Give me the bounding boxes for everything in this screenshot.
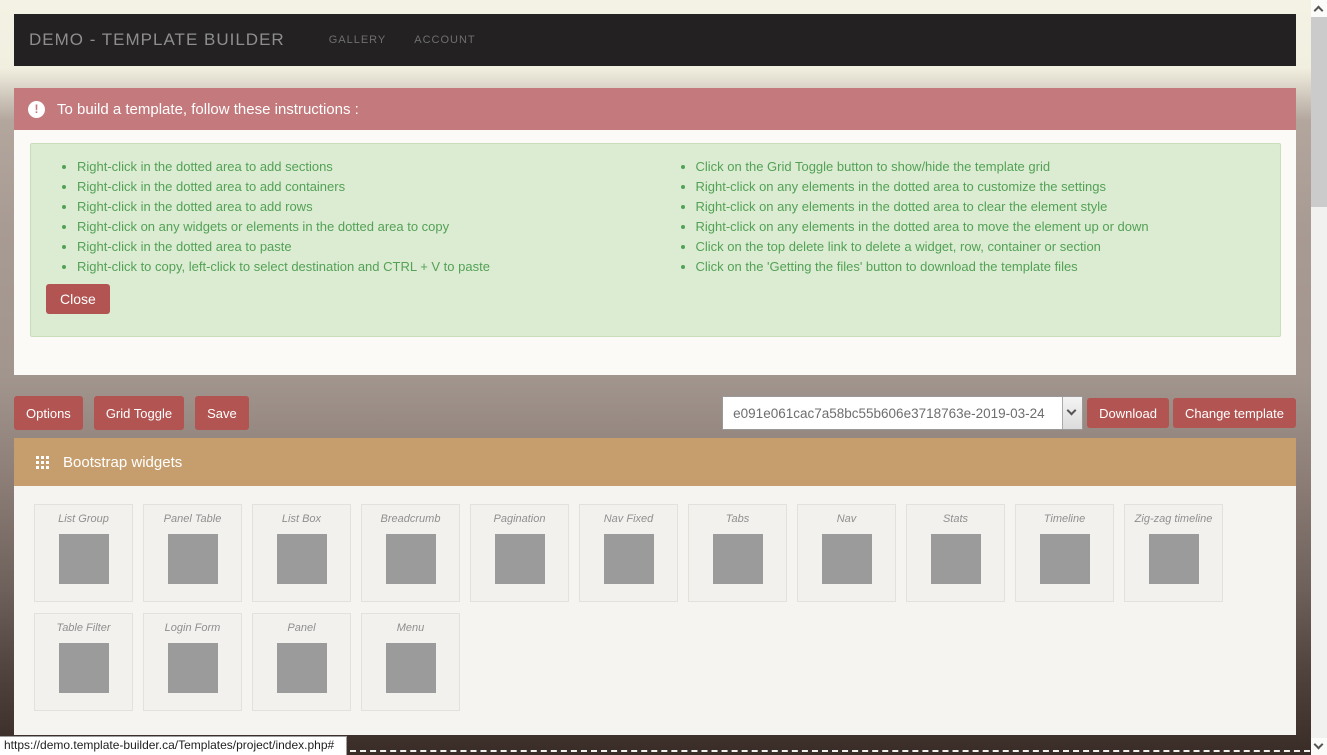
widget-thumbnail xyxy=(712,534,763,584)
widget-card-label: List Group xyxy=(58,513,109,525)
widget-card-list-box[interactable]: List Box xyxy=(252,504,351,602)
widget-thumbnail xyxy=(167,643,218,693)
widget-thumbnail xyxy=(385,534,436,584)
vertical-scrollbar[interactable] xyxy=(1311,0,1327,755)
dotted-area-edge xyxy=(350,750,1310,752)
instructions-columns: Right-click in the dotted area to add se… xyxy=(31,144,1280,280)
widget-card-login-form[interactable]: Login Form xyxy=(143,613,242,711)
instruction-item: Click on the top delete link to delete a… xyxy=(696,240,1275,253)
widget-card-table-filter[interactable]: Table Filter xyxy=(34,613,133,711)
widget-thumbnail xyxy=(58,643,109,693)
scrollbar-thumb[interactable] xyxy=(1311,17,1327,207)
widget-card-label: Panel xyxy=(287,622,316,634)
change-template-button[interactable]: Change template xyxy=(1172,398,1296,428)
widget-thumbnail xyxy=(821,534,872,584)
widget-card-label: Nav xyxy=(836,513,857,525)
select-dropdown-arrow[interactable] xyxy=(1062,397,1083,429)
widget-thumbnail xyxy=(494,534,545,584)
widget-card-label: Panel Table xyxy=(163,513,222,525)
navbar-links: GALLERY ACCOUNT xyxy=(315,28,490,52)
instructions-container: Right-click in the dotted area to add se… xyxy=(14,130,1296,375)
instruction-item: Right-click in the dotted area to add se… xyxy=(77,160,656,173)
close-button[interactable]: Close xyxy=(46,284,110,314)
widget-card-label: Tabs xyxy=(725,513,750,525)
instructions-panel: Right-click in the dotted area to add se… xyxy=(30,143,1281,337)
widget-card-panel-table[interactable]: Panel Table xyxy=(143,504,242,602)
instructions-list-right: Click on the Grid Toggle button to show/… xyxy=(656,160,1275,280)
widget-card-tabs[interactable]: Tabs xyxy=(688,504,787,602)
widget-card-label: Breadcrumb xyxy=(380,513,441,525)
brand-title[interactable]: DEMO - TEMPLATE BUILDER xyxy=(29,30,285,49)
instruction-item: Right-click in the dotted area to add ro… xyxy=(77,200,656,213)
widget-card-nav-fixed[interactable]: Nav Fixed xyxy=(579,504,678,602)
widget-card-timeline[interactable]: Timeline xyxy=(1015,504,1114,602)
widget-thumbnail xyxy=(58,534,109,584)
widget-card-breadcrumb[interactable]: Breadcrumb xyxy=(361,504,460,602)
widget-thumbnail xyxy=(385,643,436,693)
instructions-alert-bar: ! To build a template, follow these inst… xyxy=(14,88,1296,130)
widget-thumbnail xyxy=(1039,534,1090,584)
widget-card-panel[interactable]: Panel xyxy=(252,613,351,711)
widget-card-label: Pagination xyxy=(493,513,546,525)
widget-card-stats[interactable]: Stats xyxy=(906,504,1005,602)
top-navbar: DEMO - TEMPLATE BUILDER GALLERY ACCOUNT xyxy=(14,14,1296,66)
widget-card-label: Login Form xyxy=(164,622,221,634)
widget-card-list-group[interactable]: List Group xyxy=(34,504,133,602)
widget-card-zig-zag-timeline[interactable]: Zig-zag timeline xyxy=(1124,504,1223,602)
widget-thumbnail xyxy=(1148,534,1199,584)
widget-thumbnail xyxy=(276,643,327,693)
chevron-down-icon xyxy=(1066,405,1077,416)
exclamation-circle-icon: ! xyxy=(28,100,45,118)
scroll-up-button[interactable] xyxy=(1311,0,1327,17)
instruction-item: Right-click on any widgets or elements i… xyxy=(77,220,656,233)
template-select-value: e091e061cac7a58bc55b606e3718763e-2019-03… xyxy=(733,405,1045,421)
bootstrap-widgets-panel: Bootstrap widgets List Group Panel Table… xyxy=(14,438,1296,735)
chevron-up-icon xyxy=(1313,5,1324,16)
widget-card-label: List Box xyxy=(281,513,322,525)
widget-card-label: Stats xyxy=(942,513,969,525)
toolbar-right-group: e091e061cac7a58bc55b606e3718763e-2019-03… xyxy=(722,396,1296,430)
widgets-panel-header: Bootstrap widgets xyxy=(14,438,1296,486)
alert-text: To build a template, follow these instru… xyxy=(57,100,359,118)
instruction-item: Right-click on any elements in the dotte… xyxy=(696,180,1275,193)
template-select[interactable]: e091e061cac7a58bc55b606e3718763e-2019-03… xyxy=(722,396,1084,430)
widget-thumbnail xyxy=(930,534,981,584)
instructions-list-left: Right-click in the dotted area to add se… xyxy=(37,160,656,280)
widget-thumbnail xyxy=(276,534,327,584)
browser-status-bar: https://demo.template-builder.ca/Templat… xyxy=(0,736,347,755)
instruction-item: Click on the Grid Toggle button to show/… xyxy=(696,160,1275,173)
widget-card-label: Zig-zag timeline xyxy=(1134,513,1213,525)
widget-card-nav[interactable]: Nav xyxy=(797,504,896,602)
download-button[interactable]: Download xyxy=(1087,398,1169,428)
widget-card-label: Nav Fixed xyxy=(603,513,654,525)
scroll-down-button[interactable] xyxy=(1311,738,1327,755)
instruction-item: Right-click in the dotted area to paste xyxy=(77,240,656,253)
widget-card-label: Menu xyxy=(396,622,425,634)
nav-link-gallery[interactable]: GALLERY xyxy=(328,34,387,46)
widgets-grid: List Group Panel Table List Box Breadcru… xyxy=(14,486,1296,735)
grid-icon xyxy=(36,455,49,469)
widget-thumbnail xyxy=(167,534,218,584)
widget-card-label: Table Filter xyxy=(56,622,111,634)
instruction-item: Click on the 'Getting the files' button … xyxy=(696,260,1275,273)
widget-card-menu[interactable]: Menu xyxy=(361,613,460,711)
instruction-item: Right-click on any elements in the dotte… xyxy=(696,200,1275,213)
widget-card-pagination[interactable]: Pagination xyxy=(470,504,569,602)
nav-link-account[interactable]: ACCOUNT xyxy=(414,34,476,46)
save-button[interactable]: Save xyxy=(195,396,249,430)
instruction-item: Right-click in the dotted area to add co… xyxy=(77,180,656,193)
widgets-panel-title: Bootstrap widgets xyxy=(63,453,183,471)
widget-thumbnail xyxy=(603,534,654,584)
chevron-down-icon xyxy=(1313,739,1324,750)
grid-toggle-button[interactable]: Grid Toggle xyxy=(93,396,185,430)
instruction-item: Right-click on any elements in the dotte… xyxy=(696,220,1275,233)
instruction-item: Right-click to copy, left-click to selec… xyxy=(77,260,656,273)
builder-toolbar: Options Grid Toggle Save e091e061cac7a58… xyxy=(14,396,1296,430)
options-button[interactable]: Options xyxy=(14,396,83,430)
widget-card-label: Timeline xyxy=(1043,513,1086,525)
